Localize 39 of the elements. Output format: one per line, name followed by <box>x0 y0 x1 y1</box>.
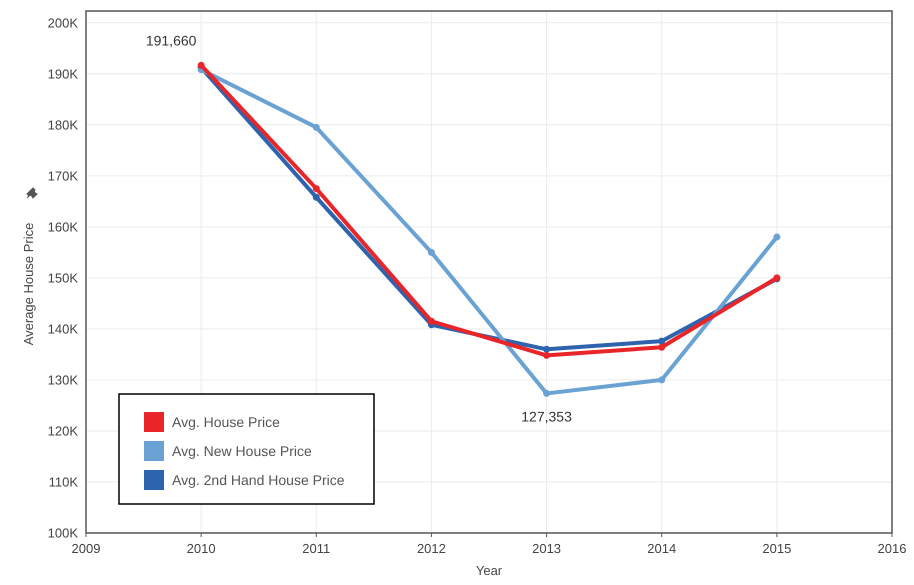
point <box>543 346 550 353</box>
y-tick-label: 130K <box>48 372 78 388</box>
point <box>658 376 666 384</box>
annotation: 191,660 <box>146 32 197 48</box>
point <box>312 194 320 201</box>
y-tick-label: 150K <box>48 270 78 286</box>
point <box>658 344 666 351</box>
y-tick-label: 140K <box>48 321 78 336</box>
y-tick-label: 190K <box>48 66 78 82</box>
x-tick-label: 2016 <box>878 541 906 556</box>
x-tick-label: 2009 <box>72 541 100 556</box>
y-tick-label: 200K <box>48 15 78 30</box>
legend-label: Avg. House Price <box>172 414 280 430</box>
y-tick-label: 100K <box>48 526 78 541</box>
point <box>428 318 435 325</box>
legend-label: Avg. New House Price <box>172 442 312 459</box>
y-tick-label: 180K <box>48 117 78 132</box>
y-tick-label: 110K <box>48 474 78 490</box>
x-tick-label: 2013 <box>532 541 562 556</box>
x-axis-title: Year <box>476 563 503 578</box>
x-tick-label: 2014 <box>647 541 676 556</box>
point <box>428 248 435 256</box>
point <box>312 185 320 192</box>
y-tick-label: 170K <box>48 168 78 184</box>
point <box>773 234 780 241</box>
x-tick-label: 2010 <box>186 541 216 556</box>
x-tick-label: 2012 <box>416 541 446 556</box>
y-tick-label: 120K <box>48 423 78 438</box>
legend-label: Avg. 2nd Hand House Price <box>172 472 345 488</box>
point <box>658 338 666 345</box>
x-tick-label: 2015 <box>762 541 792 556</box>
point <box>543 352 550 359</box>
y-tick-label: 160K <box>48 219 78 234</box>
y-axis-title: Average House Price <box>21 222 36 346</box>
point <box>198 62 205 69</box>
annotation: 127,353 <box>521 408 572 424</box>
point <box>312 124 320 131</box>
x-tick-label: 2011 <box>302 541 330 556</box>
point <box>543 390 550 397</box>
